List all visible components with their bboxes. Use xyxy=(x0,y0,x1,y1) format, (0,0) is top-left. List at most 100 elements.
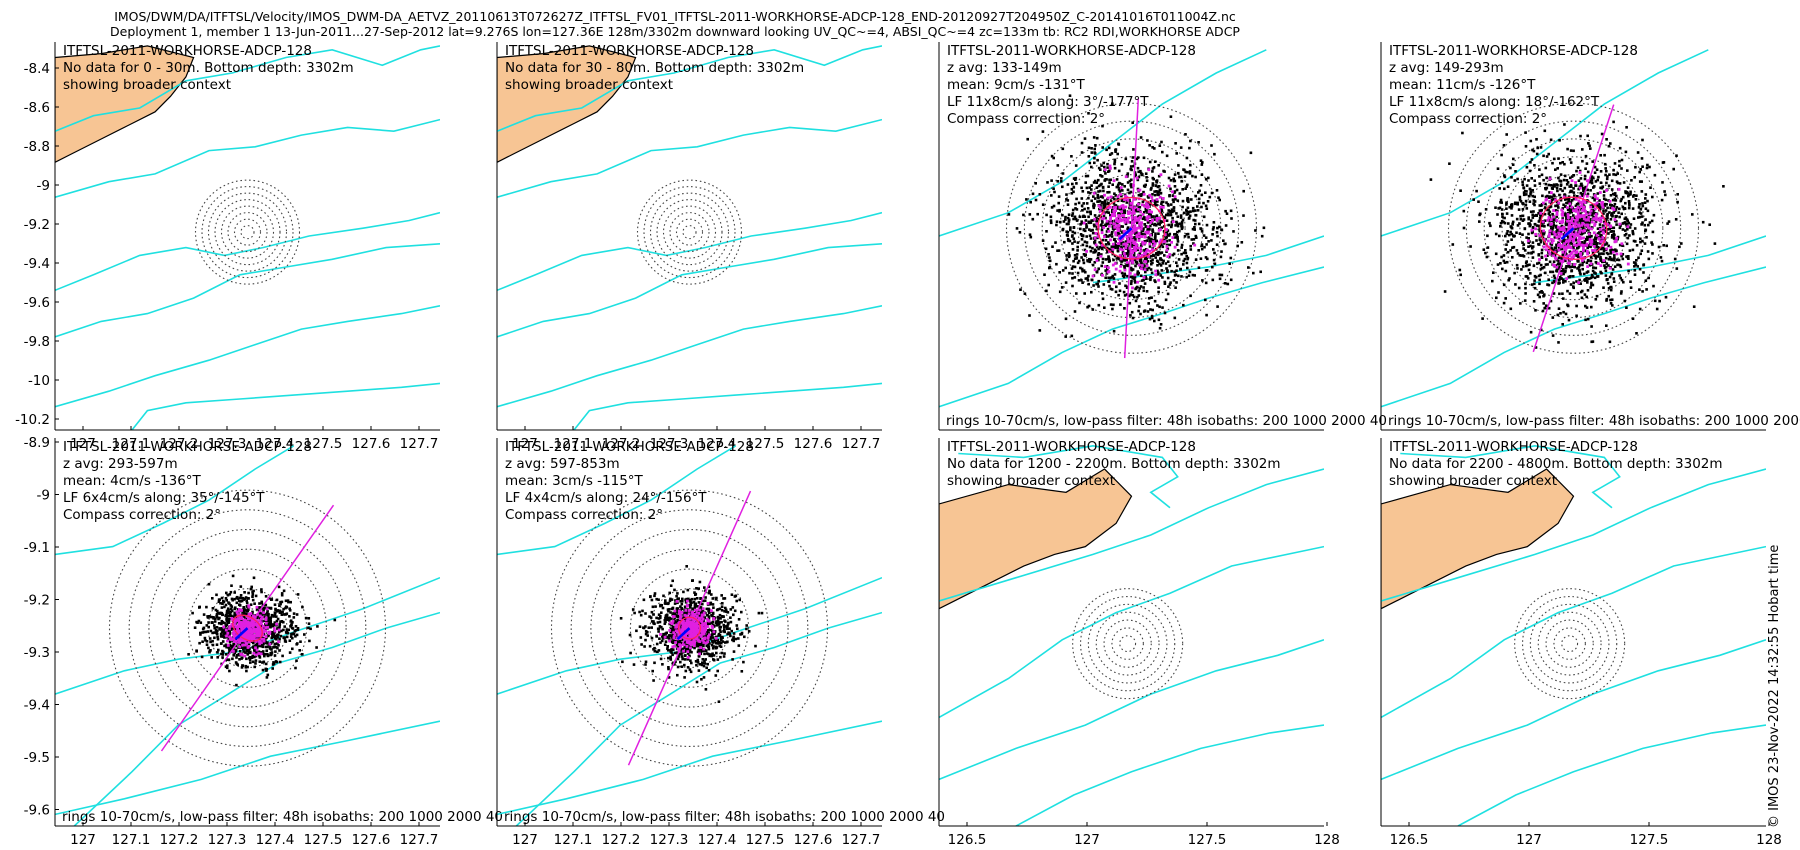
scatter-point xyxy=(1180,227,1184,231)
scatter-point xyxy=(1206,257,1209,261)
scatter-point xyxy=(1148,239,1152,243)
scatter-point xyxy=(1086,279,1090,282)
scatter-point xyxy=(1007,213,1011,216)
scatter-point xyxy=(1200,163,1204,166)
scatter-point xyxy=(1629,192,1632,196)
lowpass-point xyxy=(1127,216,1131,220)
scatter-point xyxy=(1589,189,1592,192)
lowpass-point xyxy=(1582,199,1586,203)
scatter-point xyxy=(247,591,250,595)
lowpass-point xyxy=(1571,233,1575,236)
scatter-point xyxy=(1048,265,1052,269)
scatter-point xyxy=(1225,212,1229,215)
scatter-point xyxy=(1502,144,1506,147)
scatter-point xyxy=(275,615,278,618)
scatter-point xyxy=(274,645,278,649)
scatter-point xyxy=(211,631,214,635)
scatter-point xyxy=(1560,277,1563,280)
lowpass-point xyxy=(225,634,228,638)
scatter-point xyxy=(1149,308,1152,311)
scatter-point xyxy=(1561,292,1564,295)
scatter-point xyxy=(1540,255,1544,259)
lowpass-point xyxy=(1553,233,1557,237)
lowpass-point xyxy=(1558,243,1561,246)
scatter-point xyxy=(232,642,235,645)
scatter-point xyxy=(1541,291,1544,294)
scatter-point xyxy=(1109,199,1113,203)
scatter-point xyxy=(227,608,230,612)
scatter-point xyxy=(1559,180,1563,183)
scatter-point xyxy=(1182,263,1185,266)
lowpass-point xyxy=(1580,243,1584,247)
scatter-point xyxy=(1067,213,1071,216)
scatter-point xyxy=(1104,276,1107,280)
scatter-point xyxy=(1532,250,1535,254)
lowpass-point xyxy=(1593,249,1597,252)
lowpass-point xyxy=(1574,181,1577,184)
lowpass-point xyxy=(1548,177,1552,181)
scatter-point xyxy=(1561,269,1565,273)
scatter-point xyxy=(1586,170,1590,174)
scatter-point xyxy=(1204,177,1208,181)
scatter-point xyxy=(204,639,207,642)
scatter-point xyxy=(1153,193,1157,197)
scatter-point xyxy=(1519,302,1522,305)
lowpass-point xyxy=(1563,246,1566,250)
scatter-point xyxy=(1220,273,1224,277)
scatter-point xyxy=(1591,205,1595,209)
scatter-point xyxy=(280,600,284,604)
scatter-point xyxy=(1131,268,1135,271)
scatter-point xyxy=(1220,228,1224,232)
scatter-point xyxy=(1197,141,1200,144)
scatter-point xyxy=(1561,268,1565,271)
scatter-point xyxy=(1131,277,1134,280)
scatter-point xyxy=(1176,199,1180,202)
scatter-point xyxy=(1563,123,1566,126)
lowpass-point xyxy=(1158,217,1162,220)
scatter-point xyxy=(1165,213,1168,217)
scatter-point xyxy=(274,634,278,638)
scatter-point xyxy=(1045,213,1048,217)
scatter-point xyxy=(272,633,276,636)
scatter-point xyxy=(1600,252,1603,255)
scatter-point xyxy=(1110,232,1114,236)
scatter-point xyxy=(1165,267,1168,270)
scatter-point xyxy=(1535,224,1539,227)
scatter-point xyxy=(277,630,281,634)
scatter-point xyxy=(1614,173,1618,177)
scatter-point xyxy=(225,616,229,620)
scatter-point xyxy=(1129,314,1132,317)
scatter-point xyxy=(1130,267,1133,271)
scatter-point xyxy=(1102,206,1106,210)
scatter-point xyxy=(1665,244,1668,248)
panel-info-line: showing broader context xyxy=(505,77,673,93)
scatter-point xyxy=(278,625,281,629)
scatter-point xyxy=(1569,149,1573,152)
scatter-point xyxy=(1573,194,1576,197)
velocity-ring-3 xyxy=(669,212,710,253)
scatter-point xyxy=(1547,306,1551,310)
lowpass-point xyxy=(1159,173,1163,177)
scatter-point xyxy=(1158,262,1161,266)
lowpass-point xyxy=(1560,212,1564,216)
scatter-point xyxy=(1580,225,1583,229)
scatter-point xyxy=(1072,226,1076,229)
lowpass-point xyxy=(1570,219,1573,223)
scatter-point xyxy=(1596,178,1599,182)
scatter-point xyxy=(1555,186,1559,190)
lowpass-point xyxy=(235,610,239,614)
scatter-point xyxy=(1484,251,1487,255)
scatter-point xyxy=(1111,307,1114,311)
scatter-point xyxy=(1614,248,1617,251)
lowpass-point xyxy=(1121,248,1125,252)
scatter-point xyxy=(1071,182,1074,186)
scatter-point xyxy=(1552,224,1555,227)
scatter-point xyxy=(1089,249,1093,253)
scatter-point xyxy=(1505,201,1508,204)
scatter-point xyxy=(1555,269,1558,272)
lowpass-point xyxy=(1588,238,1592,241)
scatter-point xyxy=(1539,239,1543,242)
lowpass-point xyxy=(1140,221,1143,225)
lowpass-point xyxy=(1114,231,1117,235)
isobath-line-2 xyxy=(497,118,882,198)
